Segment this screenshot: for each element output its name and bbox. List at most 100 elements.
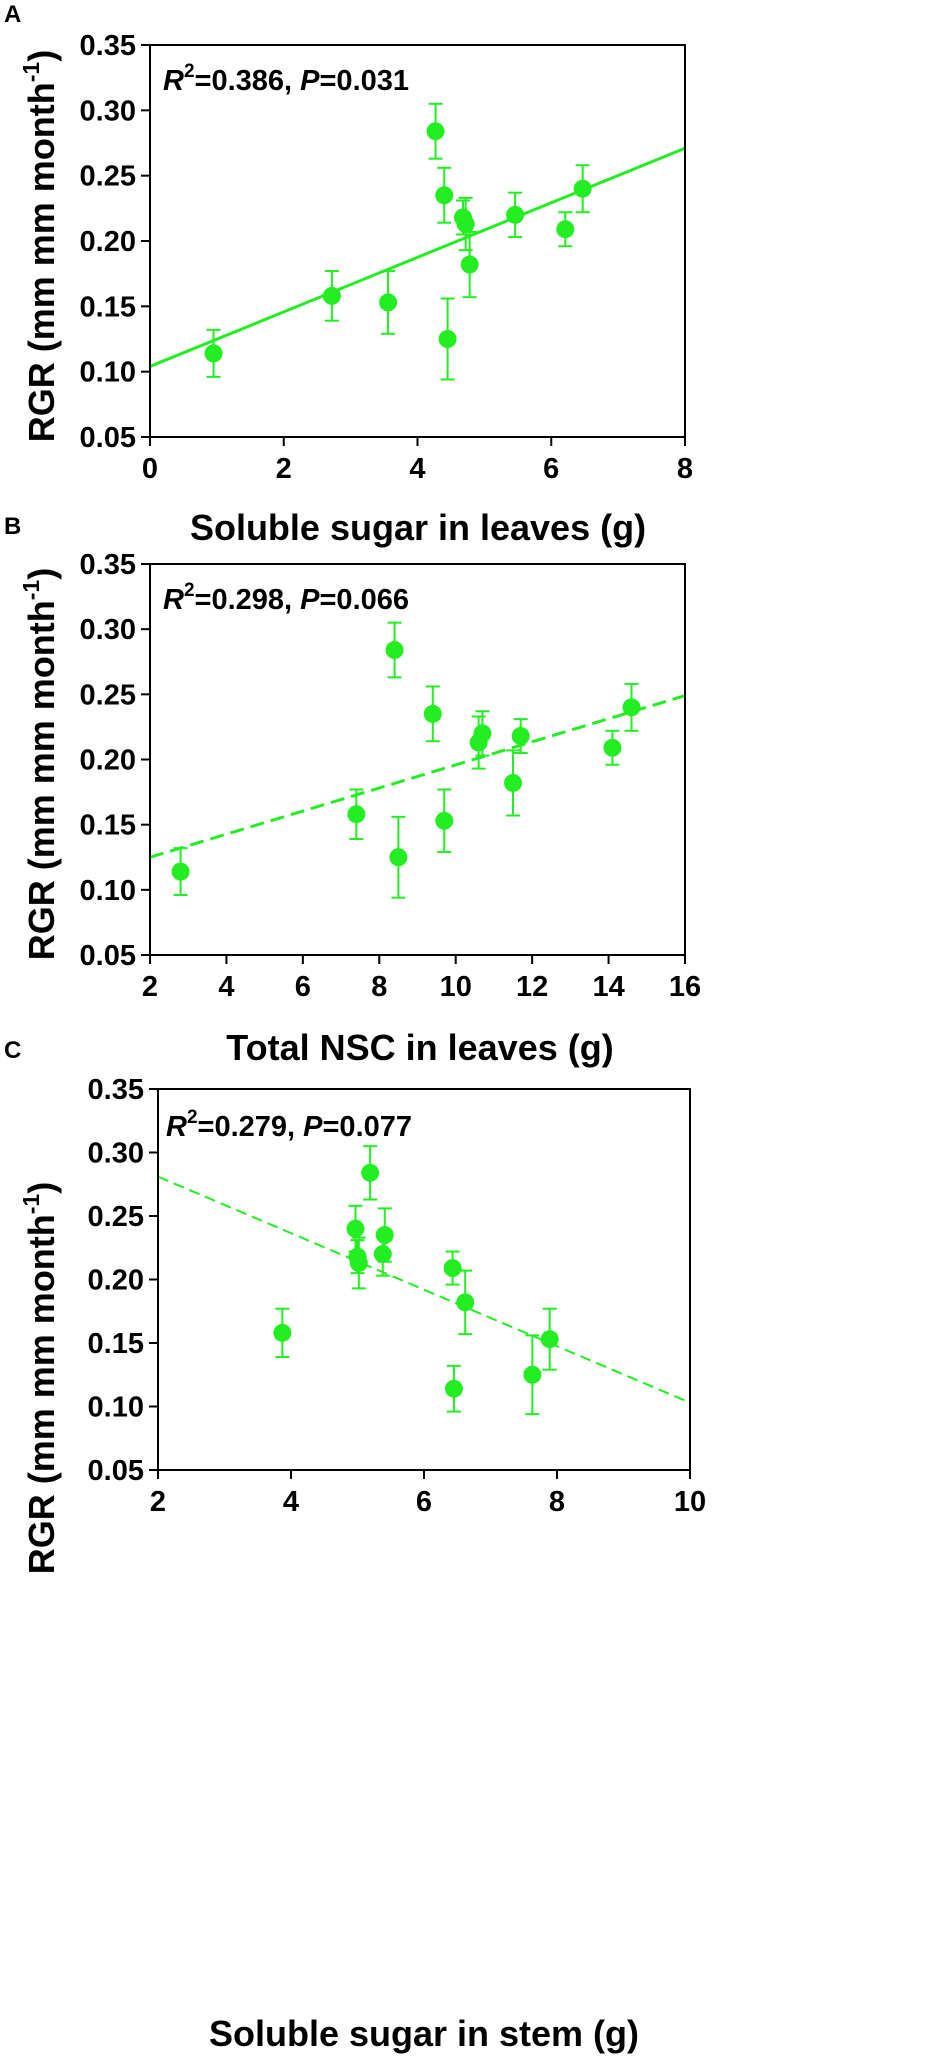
x-tick-label: 2 xyxy=(142,971,158,1003)
y-tick-label: 0.10 xyxy=(80,875,136,907)
data-point xyxy=(511,727,530,746)
data-points xyxy=(273,1163,559,1398)
data-point xyxy=(456,215,475,234)
y-axis-label: RGR (mm mm month-1) xyxy=(18,1182,62,1574)
data-points xyxy=(204,122,592,363)
y-tick-label: 0.20 xyxy=(80,226,136,258)
fit-line xyxy=(149,694,686,859)
y-tick-label: 0.20 xyxy=(88,1265,144,1297)
y-tick-label: 0.35 xyxy=(80,30,136,62)
y-label-close: ) xyxy=(21,568,62,580)
r-sup: 2 xyxy=(187,1107,198,1128)
x-tick-label: 8 xyxy=(371,971,387,1003)
y-tick-label: 0.15 xyxy=(80,810,136,842)
data-point xyxy=(423,704,442,723)
data-point xyxy=(460,255,479,274)
plot-frame xyxy=(149,44,686,438)
x-tick-label: 4 xyxy=(409,453,425,485)
data-point xyxy=(171,862,190,881)
x-tick-label: 2 xyxy=(276,453,292,485)
y-tick-label: 0.15 xyxy=(80,291,136,323)
y-tick-label: 0.30 xyxy=(80,95,136,127)
r-value: =0.279, xyxy=(198,1111,304,1143)
plot-frame xyxy=(149,563,686,956)
data-point xyxy=(556,220,575,239)
data-point xyxy=(426,122,445,141)
y-label-main: RGR (mm mm month xyxy=(21,600,62,960)
x-axis-label: Total NSC in leaves (g) xyxy=(226,1027,613,1068)
x-tick-label: 4 xyxy=(218,971,234,1003)
x-tick-label: 8 xyxy=(677,453,693,485)
data-point xyxy=(373,1245,392,1264)
fit-line xyxy=(149,146,686,368)
x-tick-label: 2 xyxy=(150,1486,166,1518)
x-tick-label: 10 xyxy=(674,1486,706,1518)
panel-letter: A xyxy=(4,1,21,28)
panel-a: A 0 2 4 6 80.050.100.150.200.250.300.35 R2=0… xyxy=(4,1,693,548)
data-point xyxy=(456,1293,475,1312)
p-value: =0.066 xyxy=(320,584,410,616)
regression-line xyxy=(149,146,686,368)
y-axis-label: RGR (mm mm month-1) xyxy=(18,568,62,960)
x-tick-label: 12 xyxy=(516,971,548,1003)
y-label-sup: -1 xyxy=(18,1194,44,1215)
x-tick-label: 10 xyxy=(440,971,472,1003)
x-axis-label: Soluble sugar in leaves (g) xyxy=(190,507,646,548)
regression-line xyxy=(149,694,686,859)
y-tick-label: 0.25 xyxy=(80,161,136,193)
data-point xyxy=(385,641,404,660)
y-tick-label: 0.15 xyxy=(88,1328,144,1360)
fit-line xyxy=(157,1175,691,1404)
data-point xyxy=(438,330,457,348)
p-label: P xyxy=(303,1111,323,1143)
y-tick-label: 0.05 xyxy=(88,1455,144,1487)
y-tick-label: 0.05 xyxy=(80,940,136,972)
axis-ticks: 0 2 4 6 8 0.05 0.10 0.15 0.20 0.25 0.30 0.35 xyxy=(80,30,694,485)
data-point xyxy=(435,811,454,830)
y-tick-label: 0.35 xyxy=(88,1074,144,1106)
y-tick-label: 0.10 xyxy=(88,1392,144,1424)
y-tick-label: 0.30 xyxy=(80,614,136,646)
y-label-close: ) xyxy=(21,50,62,62)
data-point xyxy=(504,773,523,792)
y-tick-label: 0.20 xyxy=(80,745,136,777)
data-point xyxy=(204,344,223,363)
data-point xyxy=(322,286,341,305)
y-label-sup: -1 xyxy=(18,62,44,83)
error-bars xyxy=(206,102,590,381)
data-point xyxy=(506,205,525,224)
plot-frame xyxy=(157,1088,691,1471)
p-value: =0.077 xyxy=(323,1111,413,1143)
data-point xyxy=(435,186,454,205)
panel-b: B 2 4 6 8 10 12 14 16 0.05 0.10 0.15 0.20 0.25 0.30 0.… xyxy=(4,513,701,1068)
r-label: R xyxy=(166,1111,187,1143)
stat-annotation: R2=0.298, P=0.066 xyxy=(163,580,409,616)
y-label-close: ) xyxy=(21,1182,62,1194)
stat-annotation: R2=0.386, P=0.031 xyxy=(163,61,409,97)
y-label-sup: -1 xyxy=(18,580,44,601)
data-point xyxy=(379,293,398,312)
axis-ticks: 2 4 6 8 10 12 14 16 0.05 0.10 0.15 0.20 0.25 0.30 0.35 xyxy=(80,549,702,1003)
x-tick-label: 14 xyxy=(592,971,624,1003)
r-sup: 2 xyxy=(184,61,195,82)
data-point xyxy=(444,1379,463,1398)
y-tick-label: 0.05 xyxy=(80,422,136,454)
data-point xyxy=(622,698,641,717)
x-tick-label: 16 xyxy=(669,971,701,1003)
y-tick-label: 0.25 xyxy=(88,1201,144,1233)
x-tick-label: 6 xyxy=(416,1486,432,1518)
y-tick-label: 0.25 xyxy=(80,679,136,711)
data-point xyxy=(573,179,592,198)
data-point xyxy=(540,1330,559,1349)
y-label-main: RGR (mm mm month xyxy=(21,1214,62,1574)
r-sup: 2 xyxy=(184,580,195,601)
data-point xyxy=(273,1323,292,1342)
y-axis-label: RGR (mm mm month-1) xyxy=(18,50,62,442)
data-point xyxy=(473,724,492,743)
data-point xyxy=(349,1253,368,1272)
x-tick-label: 6 xyxy=(295,971,311,1003)
x-tick-label: 0 xyxy=(142,453,158,485)
y-tick-label: 0.30 xyxy=(88,1138,144,1170)
p-value: =0.031 xyxy=(320,65,410,97)
